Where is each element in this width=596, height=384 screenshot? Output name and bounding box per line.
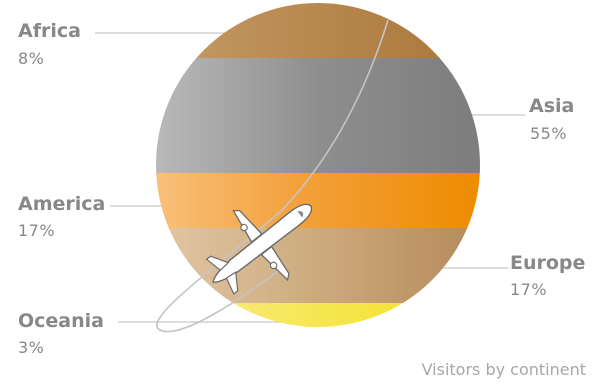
value-america: 17%: [18, 221, 56, 240]
orbit-path: [156, 19, 389, 333]
label-america: America: [18, 193, 106, 215]
label-africa: Africa: [18, 20, 81, 42]
airplane-icon: [205, 203, 313, 295]
value-asia: 55%: [530, 124, 568, 143]
value-europe: 17%: [510, 280, 548, 299]
label-europe: Europe: [510, 252, 586, 274]
band-asia: [156, 58, 480, 174]
label-oceania: Oceania: [18, 310, 104, 332]
band-africa: [156, 3, 480, 59]
chart-caption: Visitors by continent: [421, 360, 586, 379]
label-asia: Asia: [529, 95, 575, 117]
band-america: [156, 173, 480, 229]
value-oceania: 3%: [18, 338, 45, 357]
value-africa: 8%: [18, 49, 45, 68]
band-europe: [156, 228, 480, 304]
band-oceania: [156, 303, 480, 327]
globe-bands: [156, 3, 480, 327]
